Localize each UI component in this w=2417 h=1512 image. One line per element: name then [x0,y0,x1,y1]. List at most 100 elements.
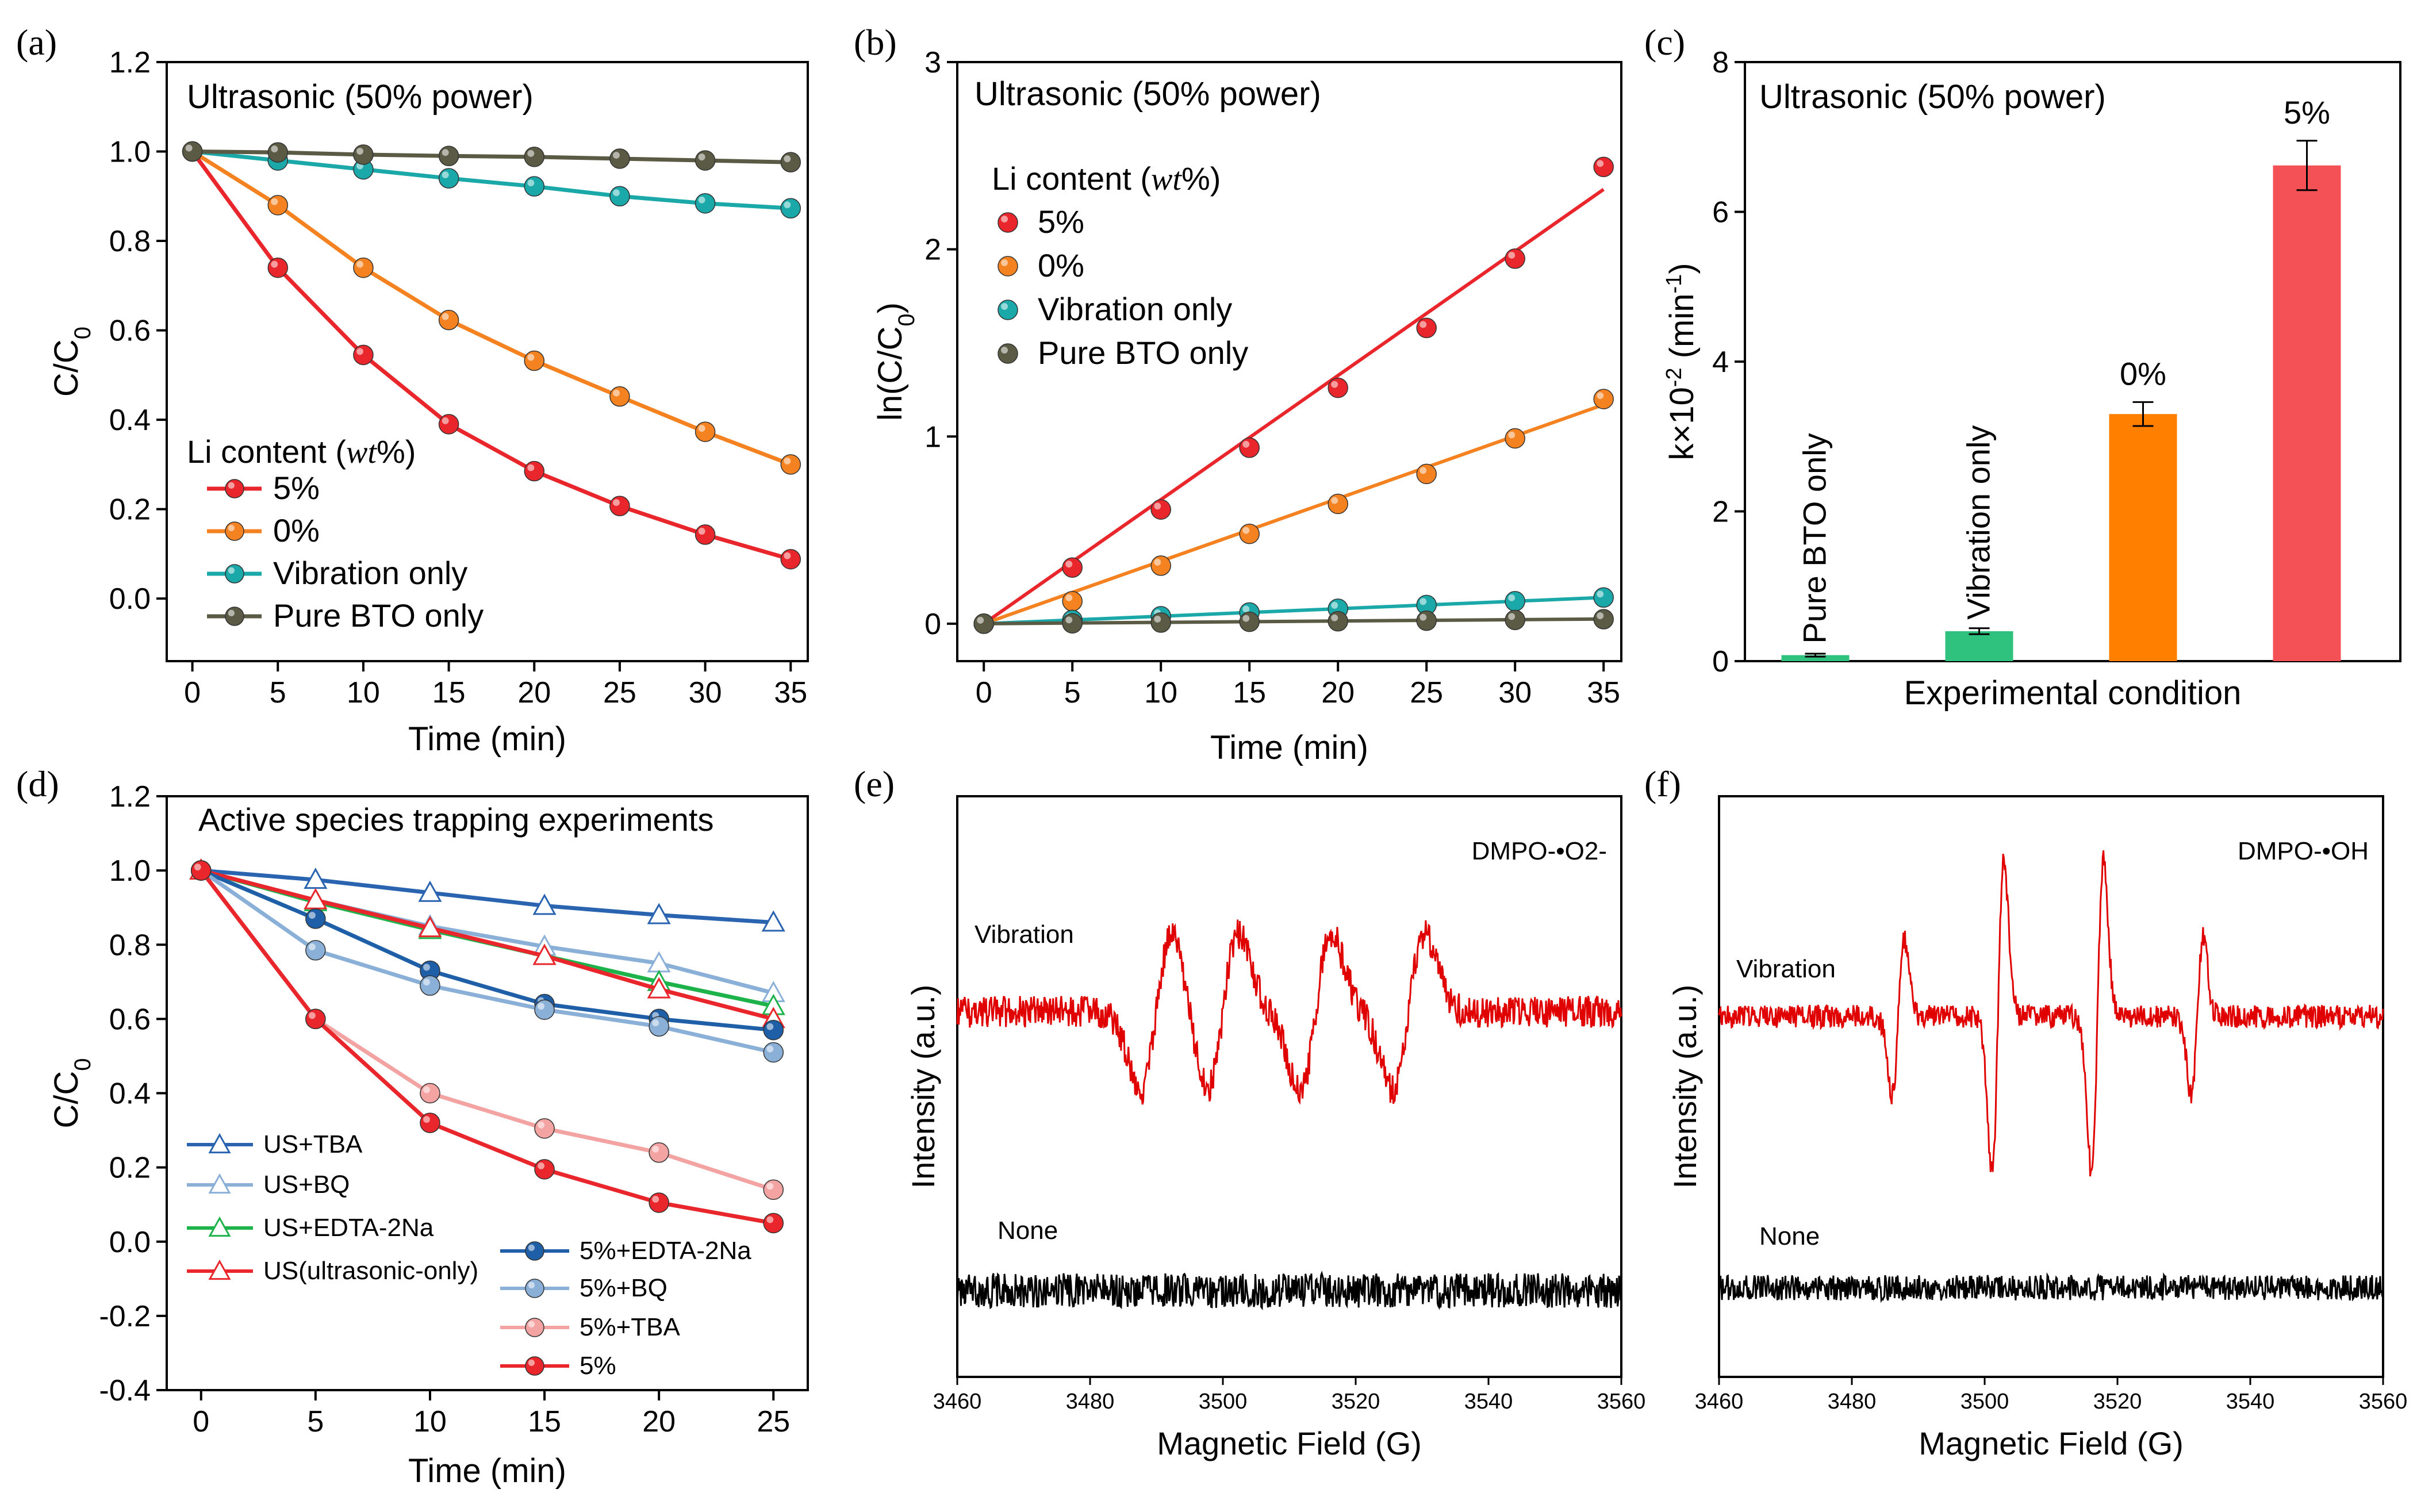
panel-b-legend-title-main: Li content ( [992,160,1151,197]
panel-f-xtick-label: 3540 [2226,1390,2275,1414]
panel-d-point [649,1016,669,1037]
panel-c-ylabel-close: ) [1663,263,1701,274]
panel-b-legend-title: Li content (wt%) [992,160,1221,197]
panel-a-legend-label: 5% [273,470,320,506]
panel-c-letter: (c) [1644,22,1685,63]
panel-d-legend-swatch-marker [525,1241,544,1261]
panel-a-xtick-label: 35 [774,676,807,709]
panel-d-point [304,888,328,909]
panel-d-legend-label: 5%+EDTA-2Na [580,1237,751,1265]
panel-b-legend-label: 5% [1038,204,1084,240]
panel-b-point-shine [1597,590,1604,598]
panel-d-legend-swatch-marker [208,1173,231,1194]
panel-a-xlabel: Time (min) [408,720,566,758]
panel-a-legend-label: Vibration only [273,555,467,591]
panel-a-legend-label: 0% [273,512,320,548]
panel-b-ylabel: ln(C/C0) [872,302,919,421]
panel-e-frame [956,795,1622,1378]
panel-e-none-label: None [998,1216,1058,1245]
panel-d-series-line [200,868,774,1033]
panel-d-point-shine [766,1183,774,1190]
panel-d-legend-label: US+EDTA-2Na [263,1214,434,1242]
panel-d-legend-label: US+TBA [263,1130,363,1158]
panel-b-legend-label: 0% [1038,247,1084,283]
panel-f-ylabel: Intensity (a.u.) [1667,985,1703,1189]
panel-d-legend-swatch-marker-shine [528,1359,535,1366]
panel-f-none-label: None [1759,1222,1820,1250]
panel-a-point-shine [784,155,791,163]
panel-b-xtick-label: 25 [1410,676,1443,709]
panel-a-point-shine [442,149,449,156]
panel-a-ytick-label: 0.8 [109,225,151,258]
panel-b-xlabel: Time (min) [1210,729,1368,766]
panel-e-none-spectrum [956,1271,1622,1311]
panel-b-title: Ultrasonic (50% power) [975,75,1321,113]
panel-b-point [1593,609,1614,630]
panel-a-point [182,141,203,162]
panel-f-xtick-label: 3460 [1695,1390,1744,1414]
panel-f-xtick-label: 3500 [1961,1390,2009,1414]
panel-b-legend-label: Pure BTO only [1038,335,1248,371]
panel-b-ytick-label: 0 [924,608,941,641]
panel-a-point [524,147,545,167]
panel-a-point-shine [784,552,791,559]
panel-b-point [1062,613,1083,634]
panel-d-point [190,860,212,881]
panel-a-point [438,168,459,189]
panel-b-point [1416,610,1437,631]
panel-a-xtick-label: 20 [517,676,551,709]
panel-a-point-shine [442,313,449,320]
panel-d-legend-label: 5%+BQ [580,1274,667,1302]
panel-d-letter: (d) [16,763,59,804]
panel-b-point-shine [1331,497,1338,504]
panel-e-xtick-label: 3520 [1332,1390,1380,1414]
panel-b-point-shine [1242,440,1250,448]
panel-d-point [763,1019,784,1041]
panel-b-point [1328,377,1348,398]
panel-d-point [647,977,671,999]
panel-d-point [647,903,671,924]
panel-a-point [524,176,545,197]
panel-b-point-shine [1419,467,1427,474]
panel-a-point-shine [442,171,449,179]
panel-e-xtick-label: 3500 [1199,1390,1248,1414]
panel-c-ylabel-unit-exp: -1 [1662,274,1686,294]
panel-b-point [1150,612,1171,633]
panel-d-ytick-label: 0.4 [109,1077,151,1111]
panel-a-legend-swatch-marker-shine [228,609,235,616]
panel-b-legend-label: Vibration only [1038,291,1232,327]
panel-a-title: Ultrasonic (50% power) [187,78,534,116]
panel-a-point-shine [442,417,449,424]
panel-b-point [1239,523,1260,544]
panel-f-xtick-label: 3560 [2359,1390,2408,1414]
panel-c-ytick-label: 4 [1712,346,1729,379]
panel-a-legend-swatch-marker-shine [228,482,235,489]
panel-d-point [763,1212,784,1234]
panel-d-ytick-label: 0.0 [109,1226,151,1259]
panel-b-point [1328,493,1348,515]
panel-c-bar [1781,655,1850,661]
panel-a-point-shine [613,499,620,506]
panel-d-point [534,1159,555,1180]
panel-d-point [763,1042,784,1063]
panel-d-xtick-label: 5 [307,1405,324,1438]
panel-a-point-shine [613,152,620,159]
panel-d-xlabel: Time (min) [408,1452,566,1490]
panel-c-bar [2273,165,2341,661]
panel-b-point [1593,389,1614,409]
panel-d-ytick-label: 1.2 [109,780,151,813]
panel-d-legend-swatch-marker [208,1216,231,1237]
panel-a-point [353,344,374,366]
panel-b-point-shine [1242,615,1250,622]
panel-b-fit-line [984,596,1604,625]
panel-a-ylabel-main: C/C [48,339,85,397]
panel-d-legend-label: 5% [580,1352,616,1380]
panel-d-legend-label: 5%+TBA [580,1313,681,1341]
panel-b-xtick-label: 35 [1587,676,1620,709]
panel-b-point [1593,156,1614,178]
panel-a-point [609,386,630,407]
panel-a-point [524,350,545,371]
panel-d-point [532,943,557,965]
panel-a-point-shine [271,145,278,153]
panel-c-bar-label: 0% [2120,355,2166,392]
